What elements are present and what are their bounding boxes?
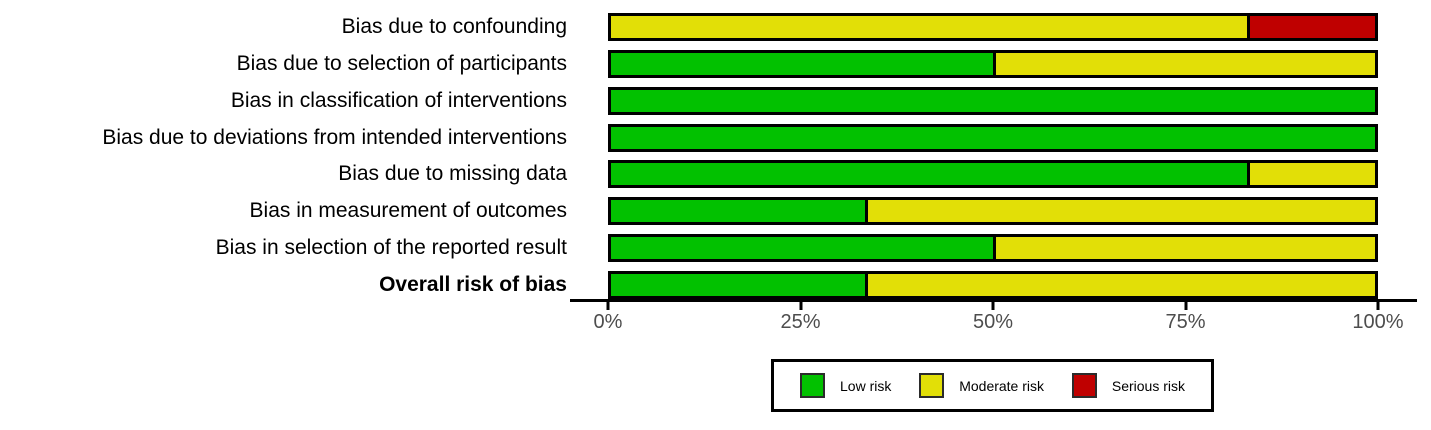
bar-segment-moderate-risk	[1247, 163, 1375, 186]
category-label: Bias due to missing data	[338, 162, 567, 186]
tick-label: 100%	[1352, 311, 1404, 333]
category-label: Bias in measurement of outcomes	[249, 199, 567, 223]
legend-item-serious-risk: Serious risk	[1071, 373, 1185, 398]
stacked-bar	[608, 13, 1378, 41]
bar-segment-serious-risk	[1247, 16, 1375, 38]
chart-row: Bias due to missing data	[0, 160, 1431, 189]
bar-rows: Bias due to confounding Bias due to selec…	[0, 13, 1431, 299]
stacked-bar	[608, 160, 1378, 189]
bar-segment-low-risk	[611, 273, 866, 296]
tick-mark	[606, 302, 610, 310]
bar-segment-low-risk	[611, 126, 1375, 149]
chart-row: Bias in measurement of outcomes	[0, 197, 1431, 226]
tick-label: 25%	[780, 311, 821, 333]
legend-label: Moderate risk	[959, 377, 1045, 394]
category-label: Bias in classification of interventions	[230, 88, 567, 112]
tick-label: 0%	[593, 311, 623, 333]
legend-label: Low risk	[840, 377, 892, 394]
category-label: Bias due to selection of participants	[236, 51, 567, 75]
bar-segment-moderate-risk	[865, 200, 1375, 223]
stacked-bar	[608, 123, 1378, 152]
category-label: Bias in selection of the reported result	[215, 236, 567, 260]
bar-segment-low-risk	[611, 52, 993, 75]
tick-label: 75%	[1165, 311, 1206, 333]
category-label: Bias due to confounding	[341, 15, 567, 38]
bar-segment-low-risk	[611, 200, 866, 223]
bar-segment-moderate-risk	[993, 237, 1375, 260]
x-axis-line	[570, 299, 1417, 302]
tick-mark	[799, 302, 802, 310]
legend: Low risk Moderate risk Serious risk	[771, 359, 1214, 412]
chart-row: Bias due to selection of participants	[0, 49, 1431, 78]
tick-mark	[1184, 302, 1187, 310]
tick-mark	[991, 302, 995, 310]
moderate-risk-swatch-icon	[919, 373, 945, 398]
chart-row: Overall risk of bias	[0, 270, 1431, 299]
legend-item-moderate-risk: Moderate risk	[919, 373, 1044, 398]
chart-row: Bias in selection of the reported result	[0, 234, 1431, 263]
low-risk-swatch-icon	[800, 373, 825, 398]
stacked-bar	[608, 234, 1378, 263]
stacked-bar	[608, 86, 1378, 115]
bar-segment-low-risk	[611, 163, 1248, 186]
stacked-bar	[608, 197, 1378, 226]
chart-row: Bias due to confounding	[0, 13, 1431, 41]
tick-label: 50%	[972, 311, 1014, 333]
category-label: Overall risk of bias	[379, 272, 567, 296]
tick-mark	[1376, 302, 1380, 310]
bar-segment-moderate-risk	[993, 52, 1375, 75]
bar-segment-low-risk	[611, 89, 1375, 112]
stacked-bar	[608, 49, 1378, 78]
chart-row: Bias due to deviations from intended int…	[0, 123, 1431, 152]
serious-risk-swatch-icon	[1071, 373, 1097, 398]
x-axis-tick-labels: 0% 25% 50% 75% 100%	[594, 311, 1404, 335]
bar-segment-moderate-risk	[611, 16, 1248, 38]
bar-segment-low-risk	[611, 237, 993, 260]
bar-segment-moderate-risk	[865, 273, 1375, 296]
chart-row: Bias in classification of interventions	[0, 86, 1431, 115]
stacked-bar	[608, 270, 1378, 299]
x-axis-ticks	[606, 302, 1380, 310]
legend-label: Serious risk	[1111, 377, 1185, 394]
category-label: Bias due to deviations from intended int…	[102, 125, 567, 149]
legend-item-low-risk: Low risk	[800, 373, 891, 398]
